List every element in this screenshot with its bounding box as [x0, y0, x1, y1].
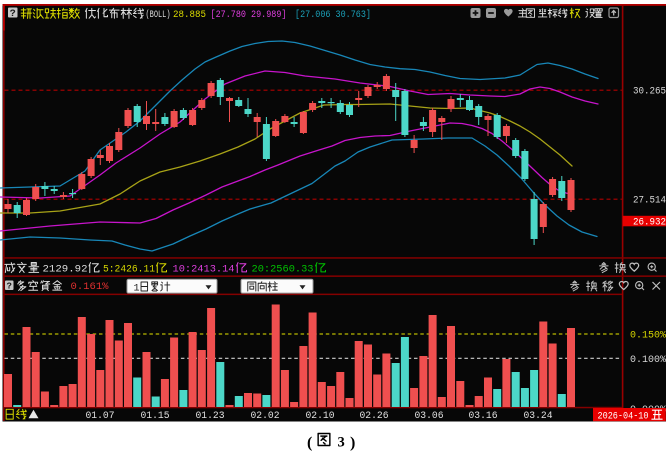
- svg-text:(BOLL): (BOLL): [146, 9, 171, 21]
- svg-text:28.885: 28.885: [173, 10, 206, 21]
- svg-text:?: ?: [6, 282, 11, 292]
- svg-text:27.514: 27.514: [633, 196, 666, 207]
- svg-text:03.06: 03.06: [415, 411, 444, 422]
- svg-text:26.932: 26.932: [633, 217, 666, 228]
- svg-text:03.24: 03.24: [524, 411, 553, 422]
- svg-text:1: 1: [134, 283, 140, 294]
- svg-text:0.161%: 0.161%: [71, 282, 109, 293]
- svg-text:5:2426.11: 5:2426.11: [103, 264, 155, 275]
- svg-text:02.26: 02.26: [360, 411, 389, 422]
- svg-text:30.265: 30.265: [633, 87, 666, 98]
- svg-text:01.23: 01.23: [196, 411, 225, 422]
- svg-text:01.07: 01.07: [86, 411, 115, 422]
- svg-text:01.15: 01.15: [141, 411, 170, 422]
- svg-text:03.16: 03.16: [469, 411, 498, 422]
- svg-text:0.100%: 0.100%: [630, 355, 666, 366]
- svg-text:[27.780 29.989]: [27.780 29.989]: [211, 9, 287, 21]
- svg-text:): ): [350, 435, 355, 452]
- svg-text:2129.92: 2129.92: [43, 264, 88, 275]
- svg-text:02.02: 02.02: [251, 411, 280, 422]
- svg-text:[27.006 30.763]: [27.006 30.763]: [295, 9, 371, 21]
- svg-text:(: (: [307, 435, 312, 452]
- svg-text:0.150%: 0.150%: [630, 331, 666, 342]
- svg-text:2026-04-10: 2026-04-10: [598, 411, 649, 422]
- svg-text:3: 3: [338, 435, 345, 451]
- svg-text:10:2413.14: 10:2413.14: [173, 264, 235, 275]
- svg-text:02.10: 02.10: [306, 411, 335, 422]
- svg-text:20:2560.33: 20:2560.33: [252, 264, 314, 275]
- svg-text:?: ?: [10, 9, 16, 20]
